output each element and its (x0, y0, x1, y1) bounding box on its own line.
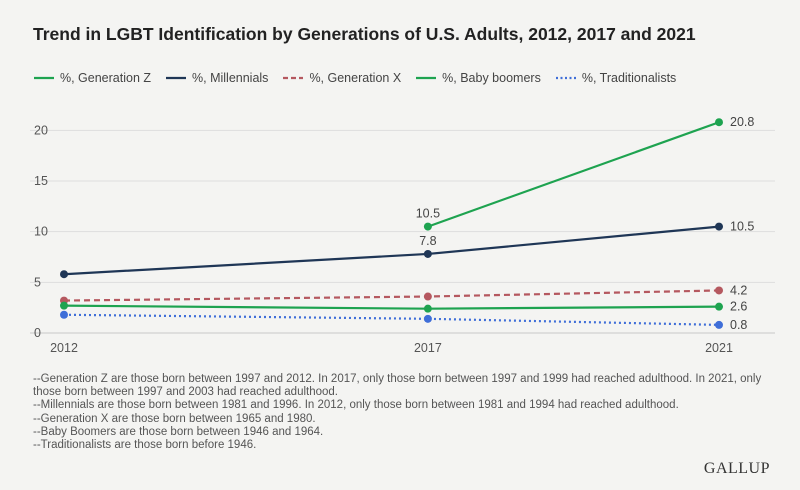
gallup-logo: GALLUP (703, 460, 770, 477)
legend-label: %, Traditionalists (581, 71, 677, 85)
data-label: 2.6 (730, 300, 747, 314)
legend-swatch (34, 76, 54, 80)
series-line-3 (63, 304, 720, 310)
y-tick-label: 15 (34, 174, 48, 188)
data-point (423, 314, 432, 323)
data-label: 10.5 (416, 207, 440, 221)
footnote: --Baby Boomers are those born between 19… (33, 425, 324, 438)
data-label: 7.8 (419, 234, 436, 248)
legend-swatch (416, 76, 437, 80)
data-point (715, 286, 723, 295)
y-tick-label: 0 (34, 326, 41, 340)
legend-item: %, Traditionalists (555, 71, 676, 85)
data-point (60, 301, 68, 310)
x-tick-label: 2012 (50, 341, 78, 355)
data-point (423, 304, 432, 313)
data-label: 20.8 (730, 115, 754, 129)
series-line-1 (63, 225, 720, 276)
legend-swatch (166, 76, 187, 80)
data-point (423, 222, 432, 231)
y-tick-label: 10 (34, 225, 48, 239)
y-tick-label: 20 (34, 123, 48, 137)
data-label: 4.2 (730, 283, 747, 297)
data-point (60, 310, 68, 319)
data-point (715, 320, 723, 329)
legend-swatch (555, 76, 576, 80)
legend-label: %, Millennials (192, 71, 269, 85)
footnote: --Generation Z are those born between 19… (33, 373, 762, 399)
footnote: --Millennials are those born between 198… (33, 399, 679, 412)
data-point (60, 270, 68, 279)
x-tick-label: 2017 (414, 341, 442, 355)
x-tick-label: 2021 (705, 341, 733, 355)
data-label: 0.8 (730, 318, 747, 332)
legend-label: %, Baby boomers (442, 71, 541, 85)
legend-swatch (283, 76, 304, 80)
data-label: 10.5 (730, 220, 754, 234)
data-point (715, 302, 723, 311)
legend-label: %, Generation Z (60, 71, 152, 85)
series-line-4 (63, 313, 720, 326)
chart-title: Trend in LGBT Identification by Generati… (33, 24, 696, 44)
legend-item: %, Millennials (165, 71, 268, 85)
data-point (715, 222, 723, 231)
footnote: --Generation X are those born between 19… (33, 412, 316, 425)
data-point (423, 292, 432, 301)
legend-label: %, Generation X (309, 71, 402, 85)
legend-item: %, Generation X (282, 71, 401, 85)
series-line-2 (63, 289, 720, 302)
chart-legend: %, Generation Z %, Millennials %, Generati… (33, 70, 690, 86)
chart-notes: --Generation Z are those born between 19… (33, 373, 773, 452)
line-chart: 0 5 10 15 20 2012 2017 2021 10.5 20.8 7.8 10.5 4.2 2.… (30, 115, 775, 355)
data-point (715, 118, 723, 127)
legend-item: %, Baby boomers (415, 71, 541, 85)
legend-item: %, Generation Z (33, 71, 151, 85)
y-tick-label: 5 (34, 275, 41, 289)
data-point (423, 249, 432, 258)
series-line-0 (427, 121, 720, 228)
footnote: --Traditionalists are those born before … (33, 439, 257, 452)
